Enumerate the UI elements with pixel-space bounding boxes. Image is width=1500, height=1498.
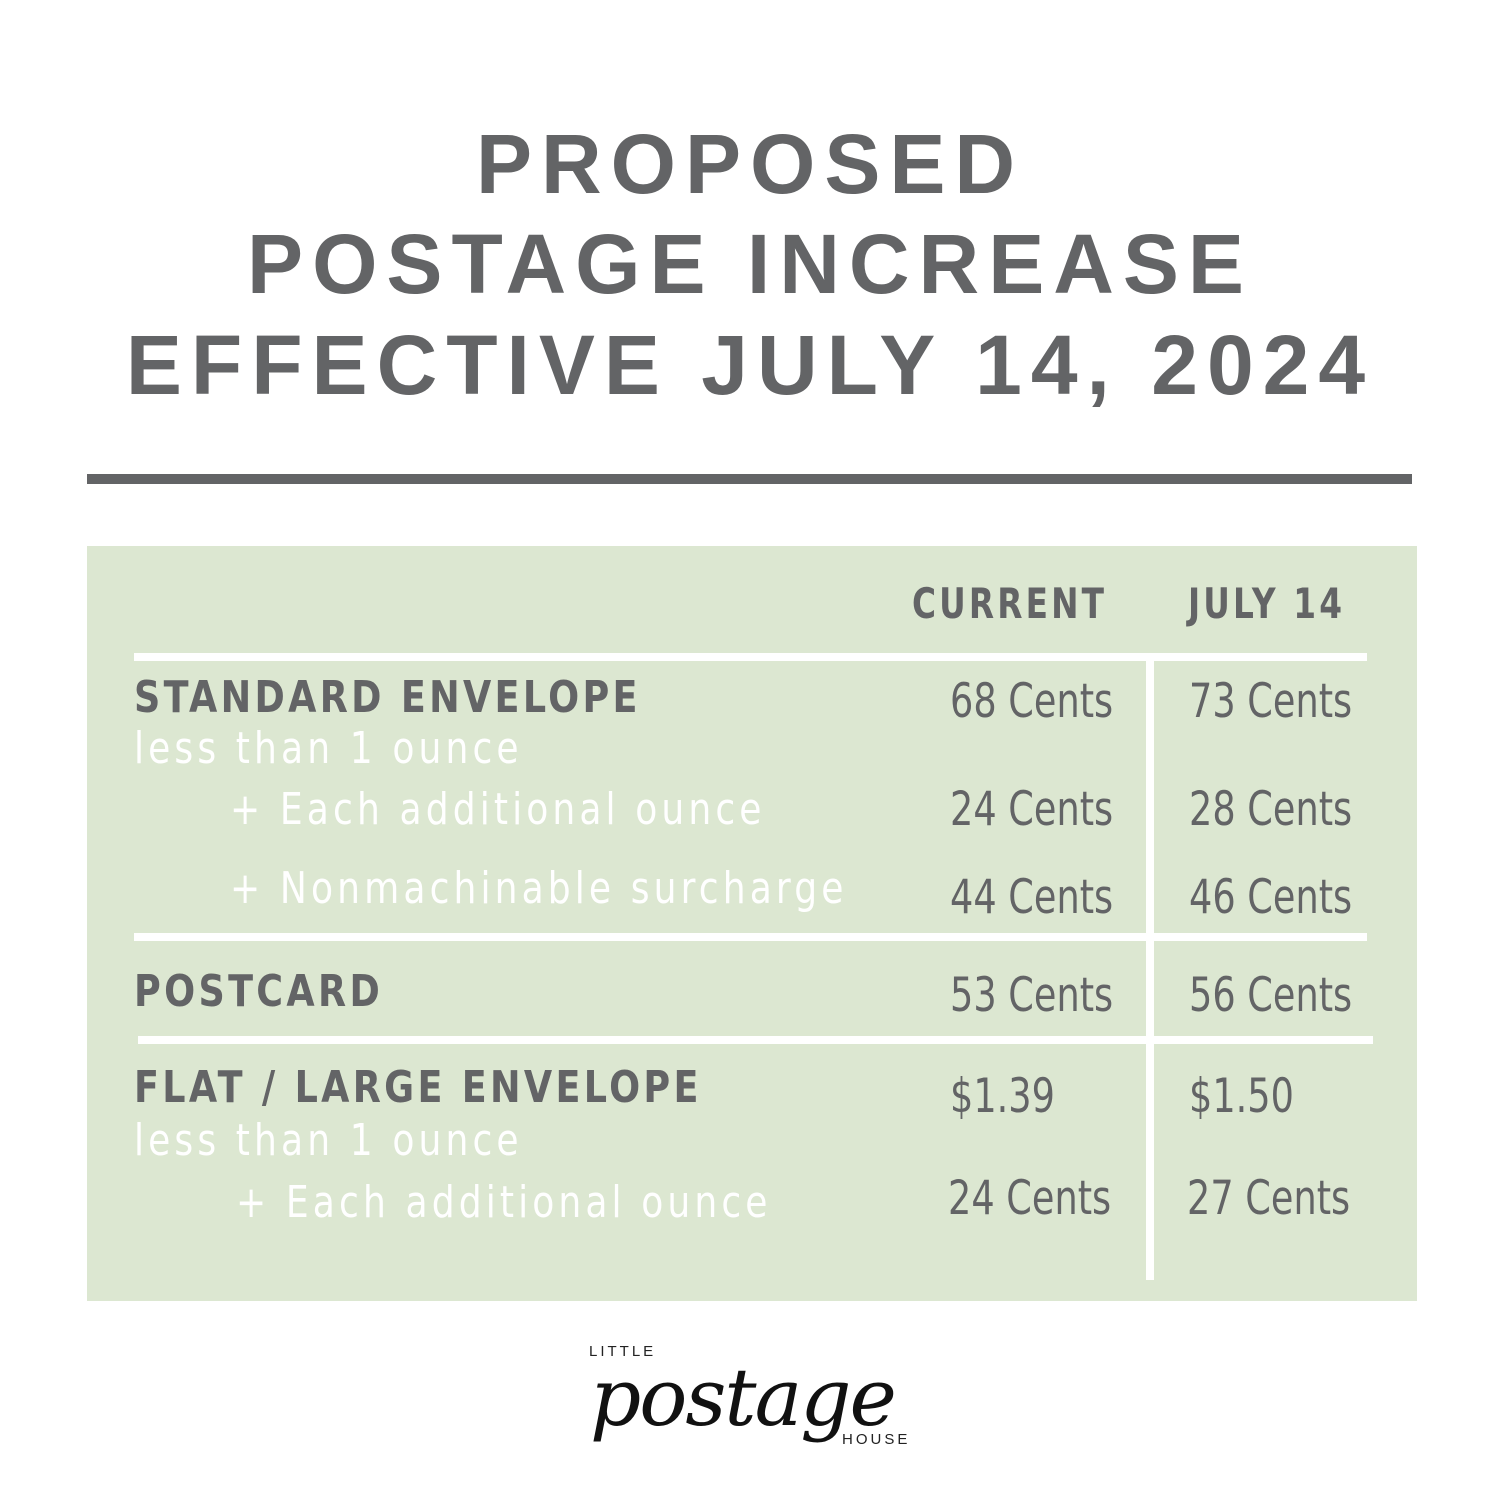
title-divider (87, 474, 1412, 484)
column-divider (1146, 660, 1154, 1280)
row-divider (134, 653, 1367, 661)
column-header-current: CURRENT (912, 579, 1108, 628)
nonmachinable-label: + Nonmachinable surcharge (230, 863, 848, 914)
new-rate: 28 Cents (1189, 782, 1353, 837)
current-rate: $1.39 (950, 1069, 1055, 1124)
weight-note: less than 1 ounce (134, 1115, 523, 1166)
current-rate: 44 Cents (950, 870, 1114, 925)
new-rate: 56 Cents (1189, 968, 1353, 1023)
title-line-2: POSTAGE INCREASE (247, 217, 1253, 311)
new-rate: 73 Cents (1189, 674, 1353, 729)
logo-script-text: postage (590, 1351, 897, 1444)
category-postcard: POSTCARD (134, 966, 384, 1017)
row-divider (134, 933, 1367, 941)
current-rate: 68 Cents (950, 674, 1114, 729)
weight-note: less than 1 ounce (134, 723, 523, 774)
rates-table (87, 546, 1417, 1301)
current-rate: 53 Cents (950, 968, 1114, 1023)
title-line-1: PROPOSED (475, 117, 1025, 211)
additional-ounce-label: + Each additional ounce (236, 1177, 772, 1228)
current-rate: 24 Cents (948, 1171, 1112, 1226)
category-standard-envelope: STANDARD ENVELOPE (134, 672, 641, 723)
new-rate: 46 Cents (1189, 870, 1353, 925)
title-line-3: EFFECTIVE JULY 14, 2024 (125, 318, 1375, 412)
category-flat-large-envelope: FLAT / LARGE ENVELOPE (134, 1062, 702, 1113)
new-rate: $1.50 (1189, 1069, 1294, 1124)
additional-ounce-label: + Each additional ounce (230, 784, 766, 835)
logo-bottom-text: HOUSE (842, 1431, 911, 1448)
current-rate: 24 Cents (950, 782, 1114, 837)
row-divider (138, 1036, 1373, 1044)
logo-top-text: LITTLE (589, 1343, 657, 1360)
new-rate: 27 Cents (1187, 1171, 1351, 1226)
column-header-july: JULY 14 (1188, 579, 1346, 628)
